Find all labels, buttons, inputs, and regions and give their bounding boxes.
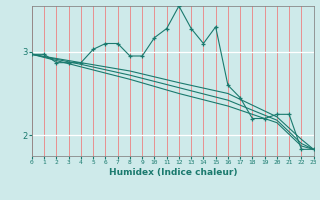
X-axis label: Humidex (Indice chaleur): Humidex (Indice chaleur) — [108, 168, 237, 177]
